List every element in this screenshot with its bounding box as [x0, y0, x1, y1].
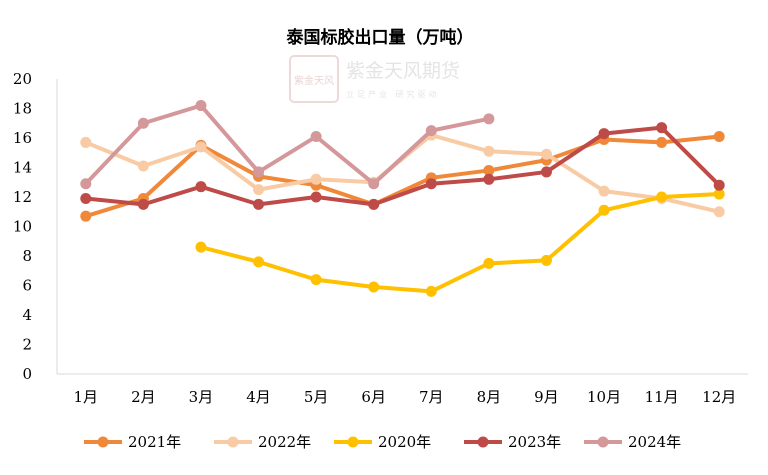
data-point — [80, 192, 92, 204]
y-tick-label: 14 — [13, 159, 32, 177]
data-point — [80, 136, 92, 148]
data-point — [80, 178, 92, 190]
data-point — [425, 125, 437, 137]
y-tick-label: 16 — [13, 129, 32, 147]
series-line — [83, 133, 722, 214]
series-line — [83, 134, 722, 219]
data-point — [483, 145, 495, 157]
data-point — [253, 184, 265, 196]
y-tick-label: 4 — [22, 306, 32, 324]
legend-label: 2022年 — [258, 433, 311, 451]
axes — [56, 79, 748, 375]
data-point — [540, 148, 552, 160]
data-point — [253, 256, 265, 268]
y-axis-ticks: 0 2 4 6 8 10 12 14 16 18 20 — [13, 70, 32, 383]
data-point — [310, 274, 322, 286]
y-tick-label: 10 — [13, 218, 32, 236]
legend-marker — [597, 436, 609, 448]
legend-marker — [227, 436, 239, 448]
x-tick-label: 1月 — [74, 388, 99, 406]
data-point — [598, 128, 610, 140]
series-line — [83, 103, 491, 186]
data-point — [540, 166, 552, 178]
series-0 — [80, 131, 725, 222]
data-point — [253, 166, 265, 178]
y-tick-label: 20 — [13, 70, 32, 88]
data-point — [195, 141, 207, 153]
x-axis-ticks: 1月 2月 3月 4月 5月 6月 7月 8月 9月 10月 11月 12月 — [74, 388, 737, 406]
y-tick-label: 0 — [22, 365, 32, 383]
x-tick-label: 8月 — [477, 388, 502, 406]
data-point — [483, 257, 495, 269]
data-point — [368, 198, 380, 210]
chart-title: 泰国标胶出口量（万吨） — [287, 27, 474, 48]
data-point — [310, 131, 322, 143]
series-group — [80, 100, 725, 297]
x-tick-label: 6月 — [361, 388, 386, 406]
x-tick-label: 3月 — [189, 388, 214, 406]
data-point — [483, 113, 495, 125]
data-point — [713, 179, 725, 191]
data-point — [425, 178, 437, 190]
watermark: 紫金天风 紫金天风期货 立足产业 研究驱动 — [289, 55, 460, 103]
data-point — [195, 241, 207, 253]
series-line — [198, 192, 722, 294]
data-point — [483, 164, 495, 176]
watermark-logo — [289, 55, 339, 103]
series-3 — [80, 122, 725, 210]
y-tick-label: 8 — [22, 247, 32, 265]
data-point — [368, 281, 380, 293]
y-tick-label: 12 — [13, 188, 32, 206]
data-point — [656, 191, 668, 203]
series-4 — [80, 100, 495, 190]
legend-label: 2024年 — [628, 433, 681, 451]
data-point — [540, 254, 552, 266]
legend-marker — [477, 436, 489, 448]
data-point — [195, 181, 207, 193]
data-point — [713, 206, 725, 218]
data-point — [713, 188, 725, 200]
x-tick-label: 5月 — [304, 388, 329, 406]
x-tick-label: 2月 — [131, 388, 156, 406]
data-point — [253, 198, 265, 210]
x-tick-label: 7月 — [419, 388, 444, 406]
x-tick-label: 12月 — [702, 388, 736, 406]
legend-marker — [347, 436, 359, 448]
x-tick-label: 11月 — [645, 388, 679, 406]
watermark-slogan: 立足产业 研究驱动 — [346, 89, 440, 99]
y-tick-label: 18 — [13, 100, 32, 118]
series-line — [83, 125, 722, 207]
data-point — [713, 131, 725, 143]
data-point — [483, 173, 495, 185]
data-point — [598, 204, 610, 216]
x-tick-label: 4月 — [246, 388, 271, 406]
series-2 — [195, 188, 725, 297]
data-point — [80, 210, 92, 222]
x-tick-label: 9月 — [534, 388, 559, 406]
y-tick-label: 6 — [22, 277, 32, 295]
data-point — [425, 285, 437, 297]
x-tick-label: 10月 — [587, 388, 621, 406]
data-point — [598, 185, 610, 197]
data-point — [368, 178, 380, 190]
data-point — [137, 117, 149, 129]
watermark-logo-text: 紫金天风 — [294, 74, 334, 87]
y-tick-label: 2 — [22, 336, 32, 354]
legend-label: 2021年 — [128, 433, 181, 451]
legend-marker — [97, 436, 109, 448]
data-point — [310, 173, 322, 185]
data-point — [656, 136, 668, 148]
data-point — [195, 100, 207, 112]
legend-label: 2020年 — [378, 433, 431, 451]
legend-label: 2023年 — [508, 433, 561, 451]
data-point — [310, 191, 322, 203]
data-point — [137, 160, 149, 172]
data-point — [137, 198, 149, 210]
watermark-company: 紫金天风期货 — [346, 60, 460, 82]
legend: 2021年 2022年 2020年 2023年 2024年 — [84, 433, 681, 451]
data-point — [656, 122, 668, 134]
